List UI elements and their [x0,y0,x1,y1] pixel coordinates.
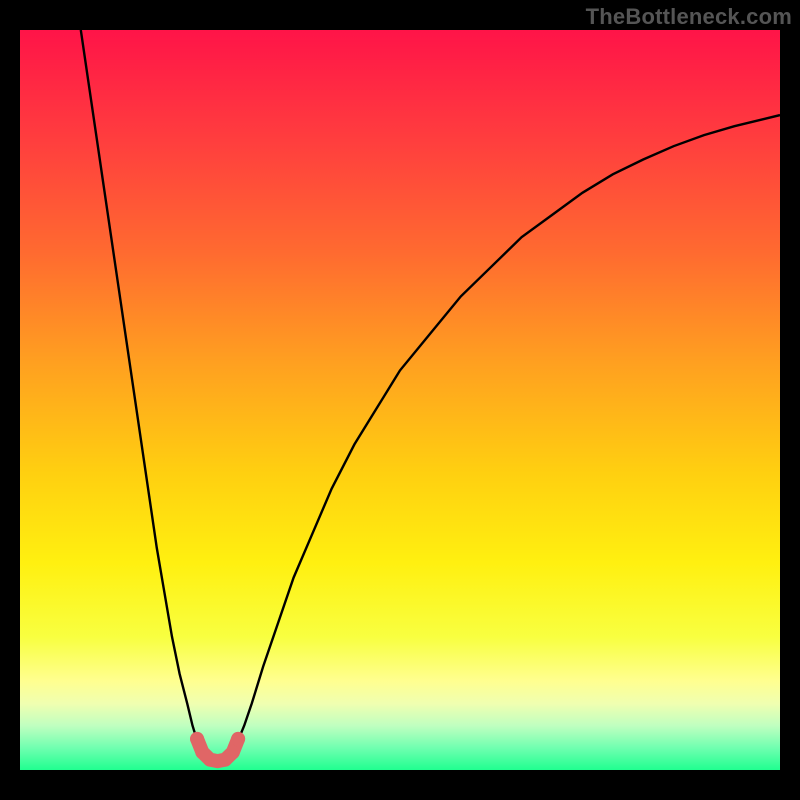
watermark-text: TheBottleneck.com [586,4,792,30]
chart-container: TheBottleneck.com [0,0,800,800]
bottleneck-chart [20,30,780,770]
trough-marker-dot [226,745,240,759]
plot-area [20,30,780,770]
trough-marker-dot [231,732,245,746]
trough-marker-dot [190,732,204,746]
